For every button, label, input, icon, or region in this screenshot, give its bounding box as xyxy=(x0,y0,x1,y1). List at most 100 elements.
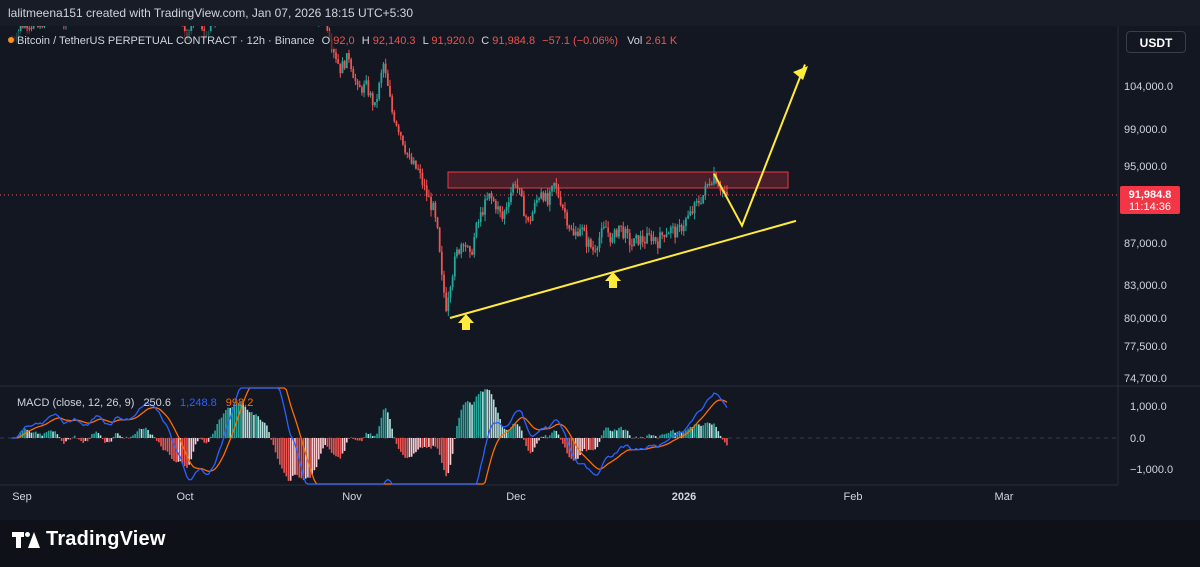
candle-body xyxy=(646,233,648,244)
price-axis[interactable]: 104,000.0 99,000.0 95,000.0 87,000.0 83,000.… xyxy=(1124,81,1173,385)
macd-histogram-bar xyxy=(687,428,689,438)
macd-histogram-bar xyxy=(179,438,182,462)
candle-body xyxy=(352,69,355,79)
macd-axis[interactable]: 1,000.0 0.0 −1,000.0 xyxy=(1130,401,1173,476)
candle-body xyxy=(367,80,370,96)
macd-histogram-bar xyxy=(138,428,141,438)
candle-body xyxy=(453,256,456,277)
macd-histogram-bar xyxy=(648,434,650,438)
candle-body xyxy=(445,292,448,312)
candle-body xyxy=(28,27,31,29)
candle-body xyxy=(432,202,435,210)
macd-histogram-bar xyxy=(622,430,625,438)
resistance-zone[interactable] xyxy=(447,171,789,189)
candle-body xyxy=(607,227,610,233)
macd-histogram-bar xyxy=(97,433,100,438)
macd-histogram-bar xyxy=(546,437,549,439)
macd-histogram-bar xyxy=(508,429,510,438)
tradingview-logo[interactable]: TradingView xyxy=(12,528,166,551)
macd-histogram-bar xyxy=(445,438,447,477)
macd-histogram-bar xyxy=(719,435,722,438)
candle-body xyxy=(19,25,22,32)
candle-body xyxy=(656,241,659,249)
macd-histogram-bar xyxy=(45,432,48,438)
last-price-tag xyxy=(1120,186,1180,214)
higher-low-arrow-icon xyxy=(605,272,621,288)
macd-histogram-bar xyxy=(255,414,257,438)
candle-body xyxy=(682,225,685,232)
macd-histogram-bar xyxy=(216,424,218,438)
macd-histogram-bar xyxy=(482,391,484,438)
candle-body xyxy=(492,198,495,201)
candle-body xyxy=(697,200,700,204)
bitcoin-icon xyxy=(8,37,14,43)
candle-body xyxy=(533,202,536,213)
macd-histogram-bar xyxy=(447,438,450,474)
candle-body xyxy=(659,232,661,249)
currency-button[interactable]: USDT xyxy=(1126,31,1186,53)
candle-body xyxy=(345,53,348,69)
candle-body xyxy=(43,14,46,27)
macd-histogram-bar xyxy=(142,428,145,438)
macd-histogram-bar xyxy=(544,435,547,438)
macd-histogram-bar xyxy=(37,433,39,438)
macd-histogram-bar xyxy=(553,430,555,438)
annotation-layer xyxy=(449,64,808,330)
candle-body xyxy=(389,85,391,97)
candle-body xyxy=(592,247,594,251)
candle-body xyxy=(723,190,726,192)
price-chart[interactable]: 104,000.0 99,000.0 95,000.0 87,000.0 83,000.… xyxy=(0,0,1200,520)
change-value: −57.1 (−0.06%) xyxy=(542,35,618,47)
macd-histogram-bar xyxy=(667,432,670,438)
macd-histogram-bar xyxy=(300,438,303,479)
chart-area[interactable]: 104,000.0 99,000.0 95,000.0 87,000.0 83,000.… xyxy=(0,0,1200,520)
candle-body xyxy=(451,276,454,288)
macd-histogram-bar xyxy=(201,438,203,440)
candle-body xyxy=(354,78,357,81)
macd-histogram-bar xyxy=(330,438,333,453)
candle-body xyxy=(583,227,586,231)
macd-histogram-bar xyxy=(598,438,601,442)
macd-histogram-bar xyxy=(341,438,344,454)
macd-histogram-bar xyxy=(32,432,35,438)
macd-histogram-bar xyxy=(218,419,221,438)
macd-histogram-bar xyxy=(263,422,266,438)
macd-histogram-bar xyxy=(505,429,508,438)
macd-histogram-bar xyxy=(348,438,350,439)
candle-body xyxy=(685,218,687,226)
macd-histogram-bar xyxy=(497,412,499,438)
candle-body xyxy=(510,192,512,203)
candle-body xyxy=(570,228,573,230)
macd-histogram-bar xyxy=(415,438,417,453)
macd-histogram-bar xyxy=(207,438,210,442)
price-tick-label: 104,000.0 xyxy=(1124,81,1173,93)
macd-histogram-bar xyxy=(717,431,720,438)
macd-histogram-bar xyxy=(358,438,361,441)
candle-body xyxy=(594,250,597,252)
time-axis[interactable]: Sep Oct Nov Dec 2026 Feb Mar xyxy=(12,491,1014,503)
candle-body xyxy=(494,200,497,210)
macd-histogram-bar xyxy=(369,433,372,438)
candle-body xyxy=(650,234,653,242)
macd-histogram-bar xyxy=(428,438,430,447)
price-tick-label: 99,000.0 xyxy=(1124,124,1167,136)
macd-histogram-bar xyxy=(214,430,216,438)
macd-histogram-bar xyxy=(134,434,136,438)
candle-body xyxy=(628,233,631,246)
macd-histogram-bar xyxy=(259,419,262,438)
candle-body xyxy=(190,25,193,31)
macd-histogram-bar xyxy=(108,438,110,443)
candle-body xyxy=(611,237,614,243)
candle-body xyxy=(458,249,461,254)
macd-histogram-bar xyxy=(153,437,156,438)
macd-histogram-bar xyxy=(397,438,400,449)
macd-histogram-bar xyxy=(657,438,659,439)
macd-histogram-bar xyxy=(222,413,225,438)
macd-histogram-bar xyxy=(209,436,212,438)
macd-histogram-bar xyxy=(449,438,452,465)
candle-body xyxy=(687,215,689,219)
macd-histogram-bar xyxy=(155,438,158,441)
candle-body xyxy=(652,237,655,242)
macd-histogram-bar xyxy=(248,412,251,438)
macd-histogram-bar xyxy=(67,438,69,440)
